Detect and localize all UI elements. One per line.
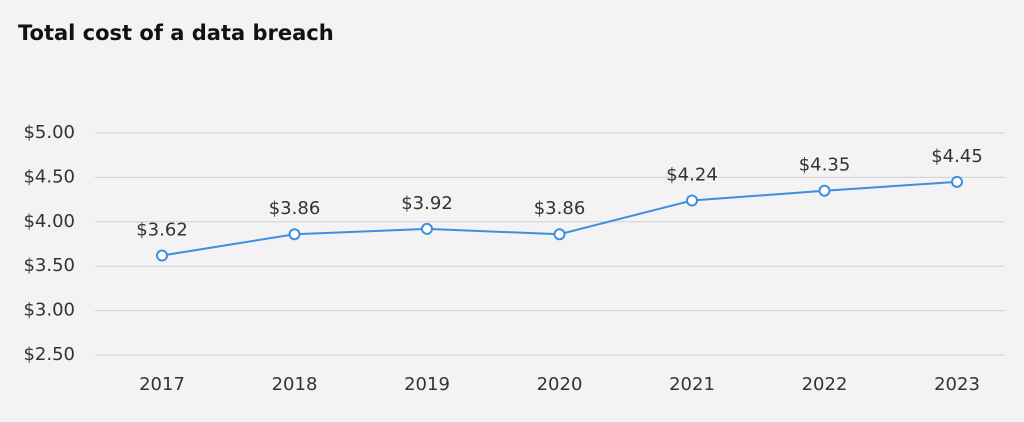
data-label: $4.35 [799, 155, 851, 176]
data-point [156, 249, 168, 262]
x-tick-label: 2018 [272, 374, 318, 395]
x-tick-label: 2022 [802, 374, 848, 395]
y-tick-label: $2.50 [23, 344, 75, 365]
data-point [288, 228, 301, 241]
data-label: $3.86 [269, 198, 321, 219]
x-tick-label: 2023 [934, 374, 980, 395]
chart-title: Total cost of a data breach [18, 21, 334, 45]
y-tick-label: $3.00 [23, 300, 75, 321]
y-tick-label: $5.00 [23, 122, 75, 143]
data-point [951, 175, 963, 188]
data-point [553, 228, 566, 241]
y-tick-label: $4.50 [23, 166, 75, 187]
data-label: $4.45 [931, 146, 983, 167]
x-tick-label: 2019 [404, 374, 450, 395]
y-tick-label: $4.00 [23, 211, 75, 232]
y-tick-label: $3.50 [23, 255, 75, 276]
data-point [686, 194, 698, 207]
data-label: $3.92 [401, 193, 453, 214]
data-label: $3.62 [136, 220, 188, 241]
data-label: $4.24 [666, 164, 718, 185]
x-tick-label: 2021 [669, 374, 715, 395]
data-point [421, 222, 433, 235]
x-tick-label: 2020 [537, 374, 583, 395]
data-point [818, 184, 831, 197]
data-label: $3.86 [534, 198, 586, 219]
x-tick-label: 2017 [139, 374, 185, 395]
